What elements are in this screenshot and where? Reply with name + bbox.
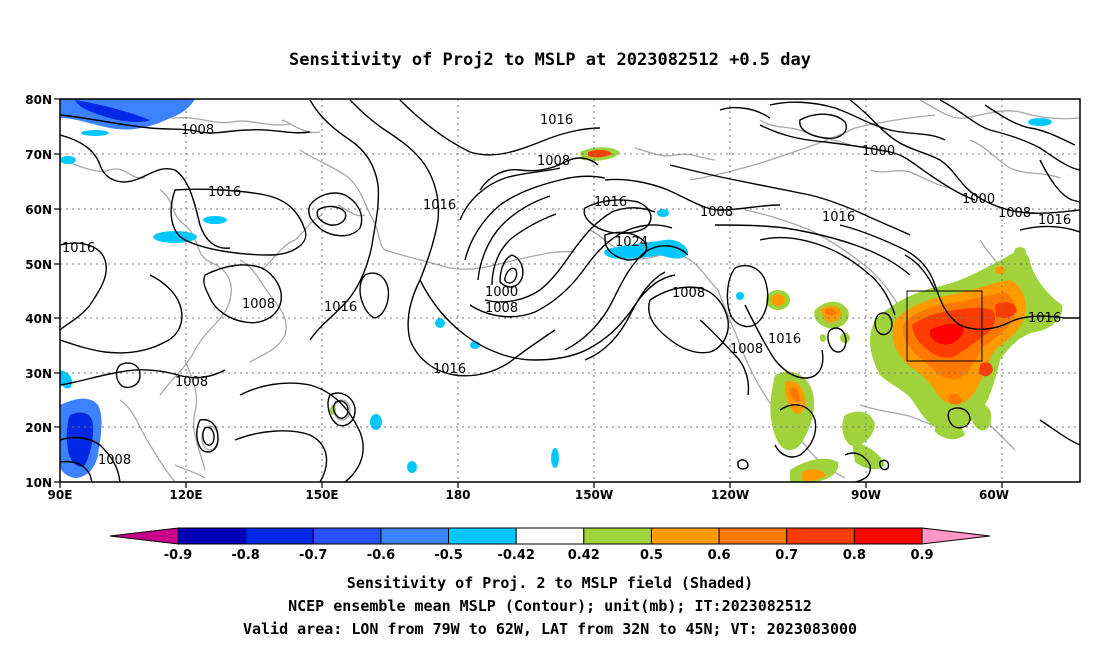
lon-label: 60W [979,488,1009,502]
contour-label: 1016 [594,195,627,210]
contour-label: 1000 [485,285,518,300]
lon-label: 120W [711,488,749,502]
contour-label: 1016 [208,185,241,200]
contour-label: 1000 [862,144,895,159]
colorbar-label: 0.5 [640,548,663,563]
colorbar-label: -0.42 [497,548,534,563]
colorbar-segment [718,527,788,545]
contour-label: 1008 [181,123,214,138]
colorbar-label: -0.9 [164,548,192,563]
lon-label: 90W [851,488,881,502]
contour-label: 1016 [1038,213,1071,228]
contour-label: 1016 [540,113,573,128]
colorbar-segment [515,527,585,545]
contour-label: 1008 [537,154,570,169]
lon-label: 90E [48,488,73,502]
colorbar-label: 0.8 [843,548,866,563]
contour-label: 1016 [62,241,95,256]
contour-label: 1016 [433,362,466,377]
colorbar-label: 0.9 [910,548,933,563]
colorbar-segment [448,527,517,545]
longitude-labels: 90E 120E 150E 180 150W 120W 90W 60W [48,488,1009,502]
colorbar-label: -0.8 [231,548,259,563]
contour-labels: 1008 1016 1016 1008 1016 1008 1016 1016 … [62,113,1071,468]
lon-label: 120E [169,488,202,502]
colorbar-segment [177,527,247,545]
contour-label: 1008 [242,297,275,312]
lat-label: 70N [25,148,52,162]
tick-marks [54,98,1003,488]
latitude-labels: 80N 70N 60N 50N 40N 30N 20N 10N [25,93,52,490]
contour-label: 1016 [1028,311,1061,326]
colorbar-label: -0.5 [434,548,462,563]
colorbar-label: 0.7 [775,548,798,563]
contour-label: 1016 [768,332,801,347]
lat-label: 60N [25,203,52,217]
contour-label: 1008 [700,205,733,220]
contour-label: 1016 [324,300,357,315]
contour-label: 1008 [730,342,763,357]
contour-label: 1008 [672,286,705,301]
colorbar-label: -0.7 [299,548,327,563]
caption-line-3: Valid area: LON from 79W to 62W, LAT fro… [242,620,858,638]
colorbar-segment [853,527,923,545]
colorbar: -0.9 -0.8 -0.7 -0.6 -0.5 -0.42 0.42 0.5 0.6 0.7 0.… [109,527,991,563]
colorbar-segment [786,527,855,545]
colorbar-segment [312,527,382,545]
lon-label: 180 [445,488,470,502]
map-title: Sensitivity of Proj2 to MSLP at 20230825… [289,50,811,70]
lon-label: 150W [575,488,613,502]
contour-label: 1008 [175,375,208,390]
colorbar-label: 0.6 [708,548,731,563]
valid-area-box [906,290,983,362]
contour-label: 1024 [615,235,648,250]
colorbar-segment [583,527,652,545]
lat-label: 30N [25,367,52,381]
mslp-contours [60,99,1080,482]
colorbar-arrow-high [921,527,991,545]
lat-label: 50N [25,258,52,272]
colorbar-label: 0.42 [568,548,600,563]
colorbar-arrow-low [109,527,179,545]
lat-label: 40N [25,312,52,326]
colorbar-segment [380,527,450,545]
lat-label: 20N [25,421,52,435]
plot-frame [59,98,1081,483]
colorbar-label: -0.6 [367,548,395,563]
graticule [60,99,1080,482]
colorbar-segment [650,527,720,545]
coastlines [60,99,1080,482]
caption-line-2: NCEP ensemble mean MSLP (Contour); unit(… [288,597,812,615]
caption-line-1: Sensitivity of Proj. 2 to MSLP field (Sh… [346,574,754,592]
contour-label: 1008 [485,301,518,316]
contour-label: 1008 [98,453,131,468]
lat-label: 80N [25,93,52,107]
contour-label: 1016 [822,210,855,225]
contour-label: 1000 [962,192,995,207]
contour-label: 1016 [423,198,456,213]
colorbar-segment [245,527,314,545]
lon-label: 150E [305,488,338,502]
lat-label: 10N [25,476,52,490]
contour-label: 1008 [998,206,1031,221]
